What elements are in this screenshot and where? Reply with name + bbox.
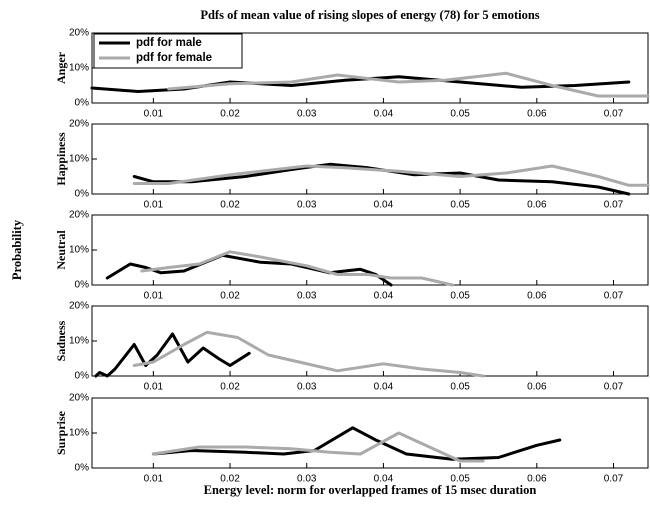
- x-tick-label: 0.06: [527, 474, 547, 485]
- x-tick-label: 0.03: [297, 291, 317, 302]
- legend-label: pdf for female: [136, 52, 212, 64]
- x-tick-label: 0.03: [297, 200, 317, 211]
- x-tick-label: 0.04: [374, 109, 394, 120]
- x-tick-label: 0.02: [220, 109, 240, 120]
- panel-label: Neutral: [54, 230, 68, 270]
- y-tick-label: 20%: [69, 393, 89, 404]
- x-tick-label: 0.06: [527, 200, 547, 211]
- panel-label: Sadness: [54, 320, 68, 361]
- x-tick-label: 0.04: [374, 200, 394, 211]
- x-tick-label: 0.03: [297, 109, 317, 120]
- y-tick-label: 0%: [75, 280, 90, 291]
- x-tick-label: 0.01: [144, 291, 164, 302]
- line: [151, 426, 562, 461]
- x-tick-label: 0.07: [604, 200, 624, 211]
- x-tick-label: 0.02: [220, 291, 240, 302]
- x-tick-label: 0.04: [374, 291, 394, 302]
- x-tick-label: 0.02: [220, 474, 240, 485]
- x-tick-label: 0.04: [374, 382, 394, 393]
- y-tick-label: 10%: [69, 245, 89, 256]
- panel-label: Anger: [54, 51, 68, 84]
- x-tick-label: 0.06: [527, 109, 547, 120]
- x-tick-label: 0.01: [144, 382, 164, 393]
- x-tick-label: 0.03: [297, 382, 317, 393]
- x-tick-label: 0.01: [144, 109, 164, 120]
- chart-title: Pdfs of mean value of rising slopes of e…: [200, 8, 539, 22]
- panel-label: Happiness: [54, 132, 68, 186]
- x-axis-title: Energy level: norm for overlapped frames…: [204, 483, 537, 497]
- line: [167, 71, 650, 98]
- panel-frame: [91, 397, 649, 469]
- x-tick-label: 0.01: [144, 474, 164, 485]
- y-tick-label: 20%: [69, 119, 89, 130]
- x-tick-label: 0.03: [297, 474, 317, 485]
- x-tick-label: 0.05: [450, 474, 470, 485]
- x-tick-label: 0.05: [450, 109, 470, 120]
- y-tick-label: 10%: [69, 428, 89, 439]
- line: [132, 330, 485, 378]
- x-tick-label: 0.02: [220, 382, 240, 393]
- line: [140, 250, 454, 287]
- legend-label: pdf for male: [136, 37, 202, 49]
- x-tick-label: 0.06: [527, 291, 547, 302]
- y-axis-title: Probability: [10, 219, 24, 280]
- y-tick-label: 20%: [69, 301, 89, 312]
- x-tick-label: 0.05: [450, 291, 470, 302]
- y-tick-label: 0%: [75, 189, 90, 200]
- x-tick-label: 0.06: [527, 382, 547, 393]
- x-tick-label: 0.04: [374, 474, 394, 485]
- y-tick-label: 10%: [69, 154, 89, 165]
- x-tick-label: 0.07: [604, 291, 624, 302]
- y-tick-label: 10%: [69, 336, 89, 347]
- x-tick-label: 0.02: [220, 200, 240, 211]
- y-tick-label: 20%: [69, 210, 89, 221]
- y-tick-label: 0%: [75, 371, 90, 382]
- y-tick-label: 0%: [75, 463, 90, 474]
- line: [132, 164, 650, 187]
- line: [105, 253, 393, 287]
- y-tick-label: 0%: [75, 98, 90, 109]
- y-tick-label: 10%: [69, 63, 89, 74]
- x-tick-label: 0.05: [450, 382, 470, 393]
- x-tick-label: 0.07: [604, 109, 624, 120]
- x-tick-label: 0.01: [144, 200, 164, 211]
- x-tick-label: 0.07: [604, 382, 624, 393]
- y-tick-label: 20%: [69, 28, 89, 39]
- legend-box: [93, 33, 243, 69]
- line: [151, 431, 485, 463]
- line: [94, 332, 251, 378]
- x-tick-label: 0.05: [450, 200, 470, 211]
- panel-label: Surprise: [54, 410, 68, 455]
- x-tick-label: 0.07: [604, 474, 624, 485]
